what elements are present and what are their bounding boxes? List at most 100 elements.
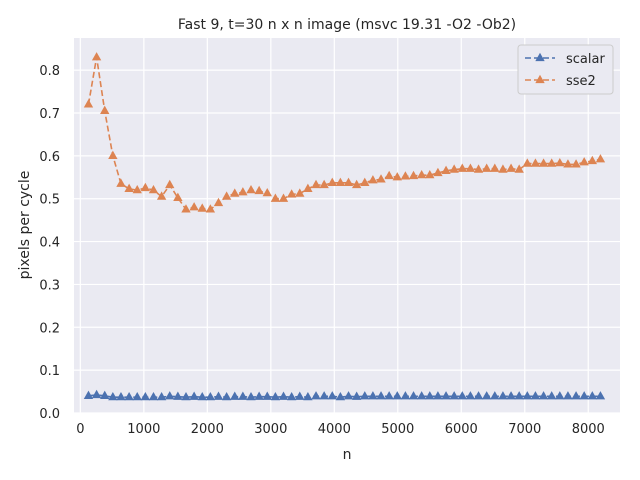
data-point-scalar (449, 391, 459, 400)
data-point-scalar (246, 391, 256, 401)
data-point-sse2 (230, 188, 240, 197)
data-point-sse2 (303, 183, 313, 192)
data-point-scalar (91, 389, 102, 399)
data-point-scalar (311, 391, 321, 400)
x-tick-labels: 0 1000 2000 3000 4000 5000 6000 7000 8000 (76, 422, 605, 437)
data-point-scalar (230, 391, 240, 400)
legend-marker (535, 52, 545, 62)
data-point-sse2 (530, 158, 541, 167)
data-point-scalar (221, 391, 232, 401)
data-point-sse2 (246, 184, 256, 194)
data-point-scalar (148, 391, 159, 401)
data-point-scalar (563, 391, 573, 400)
data-point-sse2 (538, 158, 549, 167)
data-point-sse2 (595, 154, 606, 163)
data-point-sse2 (514, 164, 524, 173)
data-point-sse2 (262, 187, 272, 197)
data-point-sse2 (311, 179, 321, 189)
legend-entry-sse2: sse2 (525, 74, 596, 89)
data-point-scalar (205, 391, 216, 401)
data-point-scalar (376, 391, 386, 400)
data-point-scalar (473, 391, 484, 400)
x-tick-label: 7000 (508, 422, 541, 437)
data-point-scalar (165, 391, 175, 400)
data-point-sse2 (498, 164, 508, 173)
data-point-sse2 (473, 164, 484, 173)
data-point-sse2 (156, 191, 167, 200)
x-tick-label: 4000 (318, 422, 351, 437)
data-point-sse2 (100, 105, 110, 114)
data-point-scalar (295, 391, 305, 400)
data-point-sse2 (173, 192, 183, 201)
data-point-sse2 (148, 184, 159, 194)
data-point-scalar (83, 390, 94, 399)
data-point-scalar (530, 391, 541, 400)
data-point-sse2 (392, 172, 402, 181)
data-point-scalar (189, 391, 199, 400)
data-point-scalar (286, 391, 297, 401)
data-point-scalar (270, 391, 281, 401)
data-point-sse2 (579, 157, 589, 166)
data-point-sse2 (343, 177, 354, 186)
data-point-scalar (547, 391, 557, 400)
series-scalar (83, 389, 606, 401)
data-point-scalar (481, 391, 492, 400)
data-point-sse2 (425, 169, 435, 179)
chart-title: Fast 9, t=30 n x n image (msvc 19.31 -O2… (178, 17, 516, 33)
y-tick-label: 0.3 (39, 278, 60, 293)
y-tick-label: 0.8 (39, 64, 60, 79)
y-tick-label: 0.6 (39, 150, 60, 165)
legend: scalar sse2 (517, 44, 614, 95)
data-point-sse2 (132, 184, 142, 194)
x-tick-label: 6000 (445, 422, 478, 437)
data-point-scalar (303, 391, 313, 401)
data-point-scalar (278, 391, 289, 400)
data-point-scalar (441, 391, 451, 400)
y-tick-label: 0.0 (39, 407, 60, 422)
data-point-scalar (571, 391, 581, 400)
data-point-scalar (140, 391, 151, 401)
data-point-sse2 (140, 182, 151, 192)
data-point-sse2 (490, 163, 500, 172)
y-axis-label: pixels per cycle (17, 171, 33, 280)
data-point-scalar (156, 391, 167, 401)
data-point-sse2 (213, 197, 224, 207)
data-point-scalar (465, 391, 476, 400)
x-tick-label: 1000 (127, 422, 160, 437)
data-point-sse2 (238, 187, 248, 196)
data-point-scalar (360, 391, 370, 400)
data-point-scalar (384, 391, 394, 400)
data-point-sse2 (571, 159, 581, 168)
data-point-scalar (400, 391, 411, 400)
data-point-scalar (538, 391, 549, 400)
y-tick-label: 0.1 (39, 364, 60, 379)
data-point-sse2 (189, 202, 199, 211)
data-point-scalar (335, 391, 346, 401)
data-point-scalar (522, 391, 532, 400)
data-point-sse2 (563, 159, 573, 168)
data-point-scalar (408, 391, 419, 400)
data-point-scalar (213, 391, 224, 400)
data-point-scalar (181, 391, 191, 401)
data-point-sse2 (278, 193, 289, 202)
data-point-scalar (254, 391, 264, 400)
data-point-scalar (100, 390, 110, 399)
data-point-scalar (506, 391, 516, 400)
legend-entry-scalar: scalar (525, 52, 605, 67)
data-point-scalar (457, 391, 467, 400)
x-tick-label: 5000 (381, 422, 414, 437)
legend-marker (535, 74, 545, 84)
data-point-sse2 (351, 179, 362, 189)
data-point-scalar (433, 391, 443, 400)
data-point-sse2 (181, 204, 191, 213)
series-line-scalar (88, 394, 601, 398)
data-point-sse2 (408, 170, 419, 180)
data-point-scalar (490, 391, 500, 400)
data-point-sse2 (555, 157, 565, 167)
x-tick-label: 8000 (572, 422, 605, 437)
y-tick-label: 0.7 (39, 107, 60, 122)
data-point-scalar (124, 391, 134, 401)
y-tick-label: 0.2 (39, 321, 60, 336)
y-tick-label: 0.5 (39, 193, 60, 208)
